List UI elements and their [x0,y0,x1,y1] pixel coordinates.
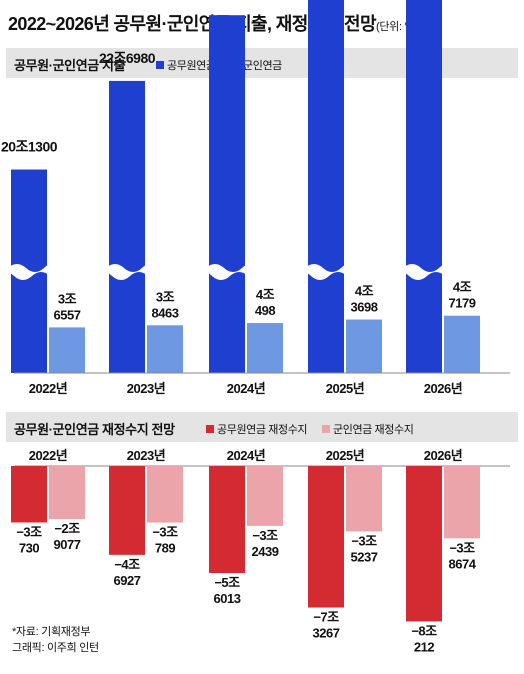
axis-break-mark [402,264,446,280]
bar-civil-expense [109,80,145,373]
data-label-military-balance-bottom: 9077 [54,537,81,552]
bar-civil-balance [406,466,442,622]
data-label-civil-balance-top: −8조 [411,623,437,638]
bar-military-balance [346,466,382,532]
x-tick-label: 2025년 [326,448,364,463]
bar-civil-expense [406,0,442,373]
legend-civil-expense: 공무원연금 [156,57,216,73]
legend-swatch-military-balance [322,425,330,433]
bar-civil-balance [209,466,245,574]
data-label-military-balance-bottom: 2439 [252,544,279,559]
axis-break-mark [105,264,149,280]
data-label-military-balance-bottom: 8674 [449,556,477,571]
bar-civil-expense [308,0,344,373]
data-label-military-balance-bottom: 789 [155,541,175,556]
legend-swatch-civil-expense [156,61,164,69]
bar-military-expense [49,327,85,373]
data-label-military-balance-top: −3조 [152,525,178,540]
balance-panel-header: 공무원·군인연금 재정수지 전망 공무원연금 재정수지 군인연금 재정수지 [6,412,518,442]
x-tick-label: 2022년 [29,448,67,463]
bar-civil-balance [308,466,344,608]
data-label-military-balance-top: −3조 [449,540,475,555]
legend-military-balance: 군인연금 재정수지 [322,421,414,437]
x-tick-label: 2024년 [227,381,265,396]
data-label-civil-expense: 22조6980 [99,50,156,66]
data-label-military-expense-bottom: 498 [255,303,275,318]
bar-military-balance [444,466,480,539]
legend-civil-balance-label: 공무원연금 재정수지 [217,424,308,436]
x-tick-label: 2023년 [127,381,165,396]
bar-civil-expense [209,15,245,374]
graphic-credit: 그래픽: 이주희 인턴 [12,642,99,654]
data-label-civil-balance-bottom: 212 [414,639,434,654]
data-label-military-expense-top: 4조 [355,284,374,299]
bar-military-balance [147,466,183,523]
data-label-civil-balance-bottom: 730 [19,540,39,555]
data-label-civil-balance-bottom: 6927 [114,573,141,588]
x-tick-label: 2024년 [227,448,265,463]
footer: *자료: 기획재정부 그래픽: 이주희 인턴 [12,624,99,656]
bar-military-balance [247,466,283,526]
legend-military-expense-label: 군인연금 [243,60,282,72]
x-tick-label: 2023년 [127,448,165,463]
bar-civil-balance [109,466,145,555]
source-note: *자료: 기획재정부 [12,626,91,638]
legend-civil-balance: 공무원연금 재정수지 [206,421,308,437]
data-label-military-expense-top: 3조 [156,289,175,304]
x-tick-label: 2025년 [326,381,364,396]
axis-break-mark [7,264,51,280]
bar-military-expense [444,315,480,373]
bar-military-expense [147,325,183,373]
x-tick-label: 2026년 [424,381,462,396]
data-label-military-expense-bottom: 6557 [54,307,81,322]
data-label-civil-balance-bottom: 6013 [214,591,241,606]
bar-military-expense [346,319,382,373]
data-label-military-balance-top: −2조 [54,521,80,536]
data-label-civil-balance-top: −3조 [16,524,42,539]
data-label-civil-expense: 20조1300 [1,139,58,155]
data-label-military-expense-bottom: 7179 [449,296,476,311]
data-label-military-expense-top: 4조 [256,287,275,302]
data-label-civil-balance-bottom: 3267 [313,626,340,641]
page-title-text: 2022~2026년 공무원·군인연금 지출, 재정수지 전망 [8,14,377,34]
data-label-military-balance-top: −3조 [252,528,278,543]
balance-chart-title: 공무원·군인연금 재정수지 전망 [14,422,175,437]
legend-swatch-civil-balance [206,425,214,433]
x-tick-label: 2026년 [424,448,462,463]
axis-break-mark [304,264,348,280]
bar-military-balance [49,466,85,520]
bar-military-expense [247,323,283,373]
bar-civil-balance [11,466,47,523]
data-label-civil-balance-top: −5조 [214,575,240,590]
axis-break-mark [205,264,249,280]
data-label-military-expense-top: 4조 [453,280,472,295]
expense-chart-title: 공무원·군인연금 지출 [14,58,126,73]
data-label-civil-balance-top: −4조 [114,557,140,572]
data-label-military-balance-top: −3조 [351,533,377,548]
legend-civil-expense-label: 공무원연금 [167,60,216,72]
data-label-military-balance-bottom: 5237 [351,549,378,564]
data-label-military-expense-top: 3조 [58,291,77,306]
x-tick-label: 2022년 [29,381,67,396]
data-label-civil-balance-top: −7조 [313,610,339,625]
legend-military-balance-label: 군인연금 재정수지 [333,424,414,436]
data-label-military-expense-bottom: 8463 [152,305,179,320]
data-label-military-expense-bottom: 3698 [351,300,378,315]
